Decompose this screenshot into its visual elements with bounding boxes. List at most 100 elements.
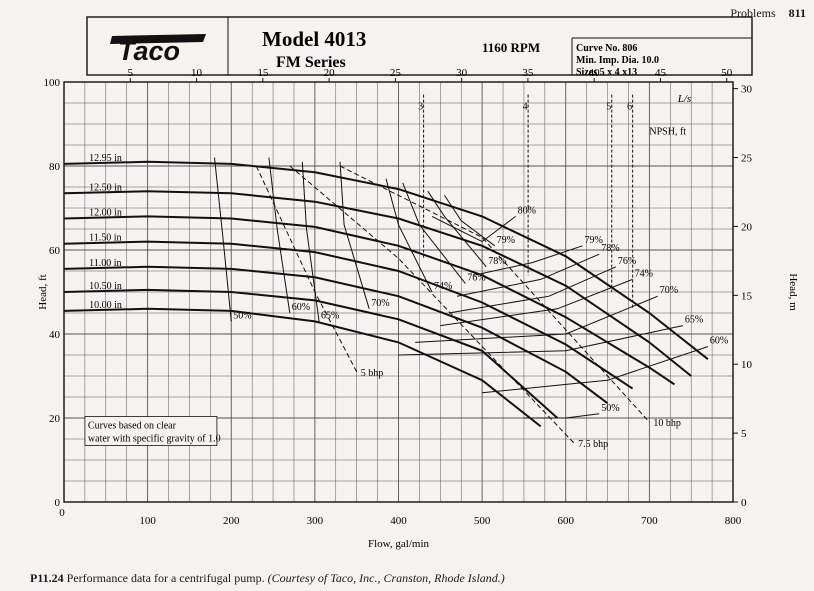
efficiency-label: 50% — [233, 310, 251, 321]
x-tick-label: 200 — [223, 515, 240, 527]
note-line-1: Curves based on clear — [88, 421, 177, 432]
npsh-label: 6 — [627, 101, 632, 112]
x-tick-label: 800 — [725, 515, 742, 527]
caption-credit: (Courtesy of Taco, Inc., Cranston, Rhode… — [267, 571, 505, 585]
impeller-label: 10.00 in — [89, 300, 122, 311]
top-tick-label: 45 — [655, 67, 667, 79]
top-tick-label: 40 — [589, 67, 601, 79]
efficiency-contour — [482, 346, 709, 394]
x-tick-label: 0 — [59, 507, 65, 519]
impeller-curve — [63, 240, 634, 390]
impeller-curve — [63, 307, 542, 428]
npsh-label: 5 — [606, 101, 611, 112]
caption-number: P11.24 — [30, 571, 64, 585]
top-axis-unit: L/s — [677, 93, 691, 105]
page-number: 811 — [788, 6, 806, 20]
figure-caption: P11.24 Performance data for a centrifuga… — [30, 571, 505, 586]
y-tick-label: 100 — [44, 77, 61, 89]
impeller-curve — [63, 190, 692, 377]
header-band — [86, 16, 753, 76]
efficiency-label: 65% — [685, 315, 703, 326]
x-tick-label: 300 — [307, 515, 324, 527]
efficiency-label: 70% — [660, 285, 678, 296]
right-tick-label: 15 — [741, 290, 753, 302]
curve-number: Curve No. 806 — [576, 43, 637, 54]
npsh-axis-label: NPSH, ft — [649, 127, 686, 138]
impeller-label: 10.50 in — [89, 281, 122, 292]
caption-text: Performance data for a centrifugal pump. — [66, 571, 265, 585]
top-tick-label: 50 — [721, 67, 733, 79]
top-tick-label: 30 — [456, 67, 468, 79]
x-tick-label: 500 — [474, 515, 491, 527]
top-tick-label: 5 — [128, 67, 134, 79]
x-axis-label: Flow, gal/min — [368, 538, 430, 550]
efficiency-label: 78% — [601, 243, 619, 254]
note-line-2: water with specific gravity of 1.0 — [88, 434, 221, 445]
efficiency-contour — [415, 295, 658, 343]
efficiency-contour — [523, 413, 600, 419]
top-tick-label: 35 — [522, 67, 534, 79]
efficiency-contour — [268, 157, 291, 314]
impeller-label: 12.00 in — [89, 208, 122, 219]
x-tick-label: 400 — [390, 515, 407, 527]
efficiency-label: 50% — [601, 403, 619, 414]
top-tick-label: 15 — [257, 67, 269, 79]
right-tick-label: 25 — [741, 153, 753, 165]
y-tick-label: 20 — [49, 413, 61, 425]
impeller-label: 12.95 in — [89, 153, 122, 164]
efficiency-label: 60% — [292, 302, 310, 313]
bhp-label: 5 bhp — [361, 368, 384, 379]
bhp-label: 7.5 bhp — [578, 439, 608, 450]
efficiency-contour — [473, 245, 583, 276]
impeller-label: 12.50 in — [89, 182, 122, 193]
speed-label: 1160 RPM — [482, 40, 540, 55]
npsh-label: 4 — [523, 101, 528, 112]
pump-sizes: Sizes 5 x 4 x13 — [576, 67, 637, 78]
x-tick-label: 700 — [641, 515, 658, 527]
efficiency-label: 80% — [518, 205, 536, 216]
impeller-curve — [63, 215, 676, 386]
right-tick-label: 10 — [741, 359, 753, 371]
bhp-line — [255, 165, 358, 373]
x-tick-label: 600 — [558, 515, 575, 527]
efficiency-label: 60% — [710, 336, 728, 347]
efficiency-label: 79% — [584, 235, 602, 246]
efficiency-label: 76% — [467, 273, 485, 284]
y-tick-label: 0 — [55, 497, 61, 509]
efficiency-contour — [301, 161, 320, 322]
top-tick-label: 10 — [191, 67, 203, 79]
y-axis-label: Head, ft — [37, 274, 49, 309]
efficiency-contour — [339, 161, 370, 309]
efficiency-contour — [444, 195, 496, 247]
y-tick-label: 60 — [49, 245, 61, 257]
model-title: Model 4013 — [262, 27, 366, 51]
impeller-label: 11.50 in — [89, 233, 121, 244]
efficiency-label: 65% — [321, 310, 339, 321]
efficiency-contour — [440, 278, 633, 327]
y-tick-label: 80 — [49, 161, 61, 173]
bhp-label: 10 bhp — [653, 418, 681, 429]
efficiency-label: 74% — [635, 268, 653, 279]
efficiency-contour — [448, 266, 617, 314]
efficiency-label: 79% — [497, 235, 515, 246]
x-tick-label: 100 — [139, 515, 156, 527]
efficiency-label: 74% — [434, 281, 452, 292]
right-tick-label: 20 — [741, 221, 753, 233]
right-tick-label: 5 — [741, 428, 747, 440]
impeller-curve — [63, 288, 559, 419]
efficiency-label: 76% — [618, 256, 636, 267]
efficiency-label: 78% — [488, 256, 506, 267]
brand-logo-text: Taco — [118, 36, 180, 66]
efficiency-contour — [385, 178, 433, 293]
right-axis-label: Head, m — [787, 273, 799, 311]
note-box — [84, 416, 218, 446]
efficiency-label: 70% — [371, 298, 389, 309]
right-tick-label: 30 — [741, 84, 753, 96]
npsh-label: 3 — [418, 101, 423, 112]
efficiency-contour — [398, 325, 683, 356]
top-tick-label: 25 — [390, 67, 402, 79]
min-impeller: Min. Imp. Dia. 10.0 — [576, 55, 659, 66]
taco-logo: Taco — [110, 34, 206, 66]
right-tick-label: 0 — [741, 497, 747, 509]
